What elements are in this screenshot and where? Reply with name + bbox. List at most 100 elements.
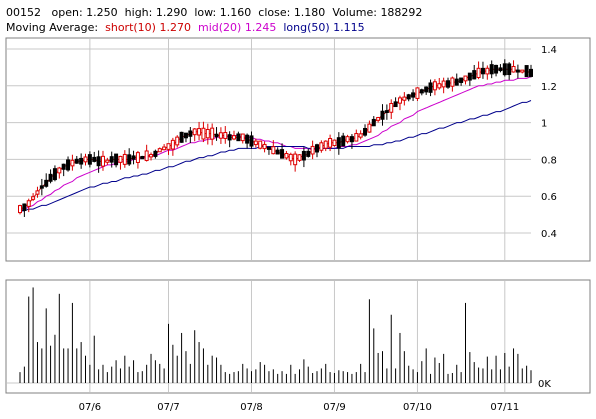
candle-body [280, 149, 285, 159]
candle-body [476, 67, 481, 79]
candle-body [52, 168, 57, 181]
short-ma-label: short(10) [105, 21, 156, 34]
candle-body [149, 154, 154, 158]
candle-body [18, 205, 22, 214]
candle-body [210, 127, 215, 140]
candle-body [284, 153, 289, 159]
low-label: low: [194, 6, 217, 19]
candle-body [485, 67, 490, 75]
volume-tick-label: 0K [538, 379, 551, 390]
candle-body [529, 68, 533, 77]
candle-body [153, 150, 158, 157]
candle-body [144, 150, 149, 161]
candle-body [262, 143, 267, 150]
candle-body [288, 153, 293, 162]
candle-body [236, 133, 241, 142]
open-label: open: [51, 6, 83, 19]
long-ma-label: long(50) [283, 21, 330, 34]
candle-body [332, 139, 337, 147]
candle-body [249, 135, 254, 147]
candle-body [157, 148, 162, 153]
candle-body [349, 136, 354, 143]
candle-body [201, 127, 206, 140]
candle-body [301, 150, 306, 161]
volume-value: 188292 [380, 6, 423, 19]
candle-body [524, 65, 529, 78]
candle-body [170, 139, 175, 150]
candle-body [79, 157, 84, 165]
candle-body [328, 138, 333, 148]
candle-body [371, 118, 376, 127]
candle-body [428, 82, 433, 93]
candle-body [411, 92, 416, 98]
candle-body [188, 130, 193, 137]
date-axis: 07/6 07/7 07/8 07/9 07/10 07/11 [79, 402, 520, 413]
candle-body [323, 140, 328, 149]
date-tick-label: 07/6 [79, 402, 101, 413]
candle-body [354, 133, 359, 142]
candle-body [100, 155, 105, 167]
candle-body [135, 152, 140, 163]
candle-body [358, 133, 363, 138]
candle-body [175, 136, 180, 146]
candle-body [293, 153, 298, 166]
volume-bars [19, 287, 532, 383]
volume-axis: 0K300000K600000K900000K [538, 379, 551, 390]
candle-body [341, 135, 346, 147]
candle-body [39, 185, 44, 189]
candle-body [402, 96, 407, 101]
candle-body [205, 128, 210, 139]
close-label: close: [258, 6, 291, 19]
candle-body [406, 94, 411, 100]
candle-body [197, 128, 202, 136]
candle-body [22, 203, 27, 211]
volume-panel-frame [5, 279, 591, 394]
mid-ma-label: mid(20) [197, 21, 242, 34]
candle-body [397, 97, 402, 104]
candle-body [393, 101, 398, 108]
open-value: 1.250 [86, 6, 118, 19]
candle-body [511, 65, 516, 73]
candlesticks [18, 59, 533, 217]
date-tick-label: 07/10 [403, 402, 432, 413]
candle-body [376, 117, 381, 121]
candle-body [162, 146, 167, 151]
candle-body [384, 110, 389, 113]
candle-body [61, 163, 66, 170]
candle-body [35, 190, 40, 195]
date-tick-label: 07/11 [490, 402, 519, 413]
low-value: 1.160 [219, 6, 252, 19]
moving-average-lines [19, 68, 532, 212]
candle-body [463, 75, 468, 82]
candle-body [367, 123, 372, 133]
price-header: 00152 open: 1.250 high: 1.290 low: 1.160… [6, 6, 422, 20]
short-ma-line [19, 68, 532, 210]
candle-body [83, 156, 88, 163]
candle-body [96, 156, 101, 167]
candle-body [227, 134, 232, 141]
high-value: 1.290 [155, 6, 188, 19]
candle-body [363, 127, 368, 136]
candle-body [253, 140, 258, 146]
candle-body [127, 154, 132, 165]
long-ma-line [20, 100, 532, 212]
candle-body [498, 67, 503, 72]
candle-body [87, 154, 92, 165]
price-tick-label: 0.8 [541, 155, 557, 166]
candle-body [467, 72, 472, 81]
candle-body [131, 155, 136, 160]
candle-body [48, 173, 53, 182]
close-value: 1.180 [293, 6, 326, 19]
price-tick-label: 1.4 [541, 45, 557, 56]
candle-body [258, 140, 263, 149]
candle-body [314, 144, 319, 153]
candle-body [140, 155, 145, 160]
candle-body [105, 159, 110, 163]
candle-body [232, 135, 237, 140]
candle-body [424, 86, 429, 93]
candle-body [489, 64, 494, 75]
candle-body [31, 196, 36, 200]
candle-body [446, 80, 451, 88]
candle-body [92, 156, 97, 162]
candle-body [415, 87, 420, 99]
